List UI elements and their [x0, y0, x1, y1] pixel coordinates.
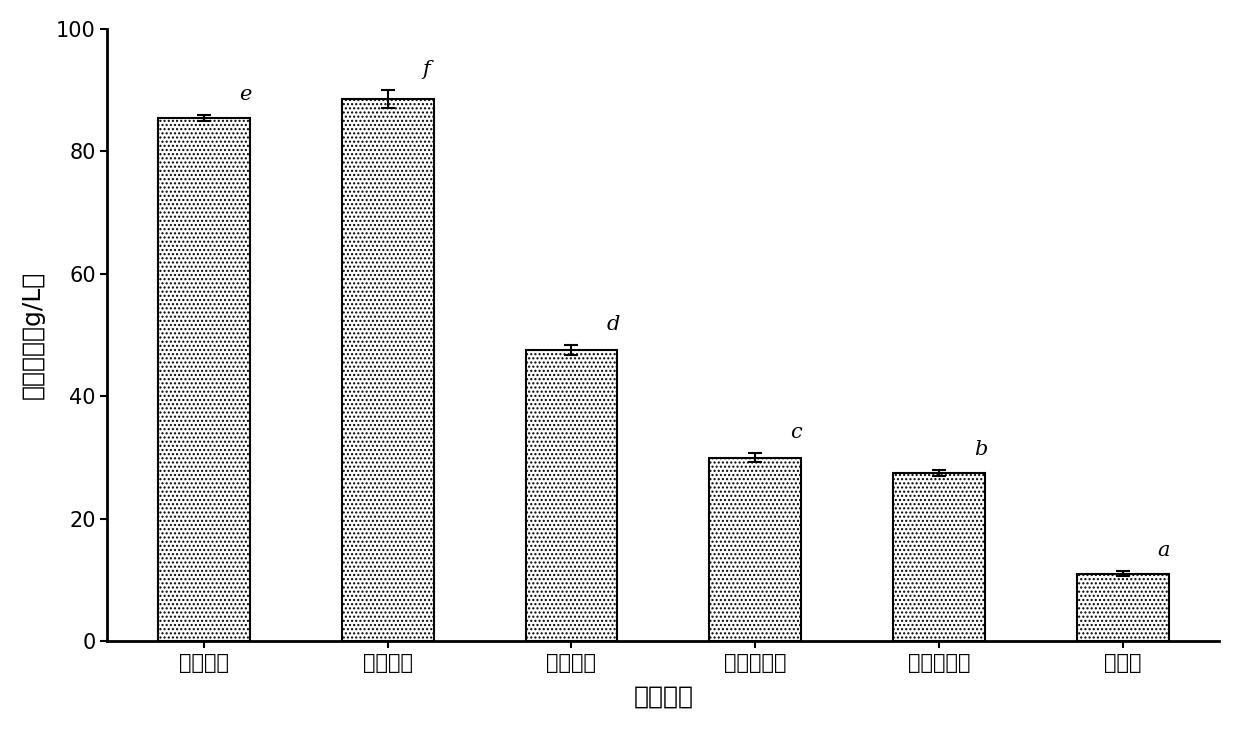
Bar — [526, 351, 618, 642]
Text: e: e — [239, 85, 252, 104]
Text: f: f — [423, 60, 430, 79]
Bar — [157, 117, 250, 642]
X-axis label: 氮源种类: 氮源种类 — [634, 685, 693, 708]
Text: a: a — [1158, 542, 1171, 561]
Bar — [893, 473, 985, 642]
Bar — [709, 458, 801, 642]
Text: d: d — [606, 316, 620, 335]
Text: c: c — [790, 423, 802, 442]
Bar — [1076, 574, 1168, 642]
Y-axis label: 乙醇浓度（g/L）: 乙醇浓度（g/L） — [21, 271, 45, 399]
Text: b: b — [973, 440, 987, 459]
Bar — [342, 99, 434, 642]
